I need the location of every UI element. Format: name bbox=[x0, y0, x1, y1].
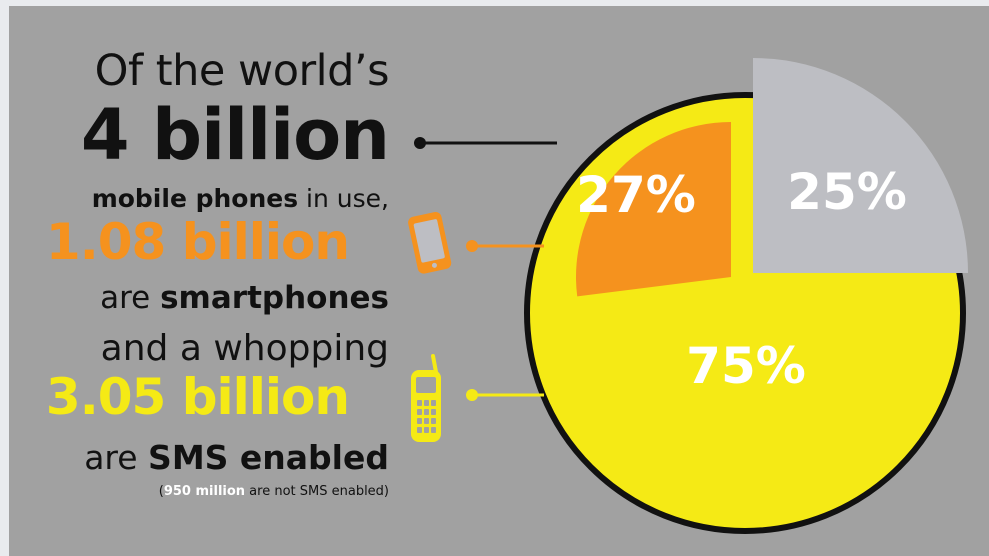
sms-callout-dot bbox=[466, 389, 478, 401]
headline-line-5: are smartphones bbox=[100, 280, 389, 316]
infographic: 27% 25% 75% Of the world’s 4 billion mobil… bbox=[9, 6, 989, 556]
mobile-phones-bold: mobile phones bbox=[91, 184, 299, 213]
smartphone-icon bbox=[408, 212, 452, 274]
keypad-key bbox=[431, 427, 436, 433]
total-callout-dot bbox=[414, 137, 426, 149]
headline-total: 4 billion bbox=[80, 94, 390, 176]
feature-phone-icon bbox=[411, 354, 441, 442]
keypad-key bbox=[424, 427, 429, 433]
slice-other bbox=[753, 58, 968, 273]
keypad-key bbox=[424, 400, 429, 406]
sms-count: 3.05 billion bbox=[45, 368, 350, 426]
keypad-key bbox=[417, 427, 422, 433]
in-use-text: in use, bbox=[298, 184, 389, 213]
keypad-key bbox=[431, 409, 436, 415]
footnote: (950 million are not SMS enabled) bbox=[159, 484, 389, 499]
headline-line-8: are SMS enabled bbox=[84, 438, 389, 477]
pie-chart: 27% 25% 75% bbox=[408, 58, 968, 534]
smartphones-bold: smartphones bbox=[160, 280, 389, 316]
sms-enabled-bold: SMS enabled bbox=[148, 438, 389, 477]
are-text: are bbox=[100, 280, 161, 316]
smartphone-callout-dot bbox=[466, 240, 478, 252]
are-text-2: are bbox=[84, 438, 149, 477]
keypad-key bbox=[424, 409, 429, 415]
keypad-key bbox=[417, 400, 422, 406]
headline-line-6: and a whopping bbox=[100, 328, 389, 369]
keypad-key bbox=[417, 409, 422, 415]
smartphone-count: 1.08 billion bbox=[45, 213, 350, 271]
slice-label-smartphone: 27% bbox=[576, 166, 696, 224]
slice-smartphone bbox=[576, 122, 731, 297]
slice-label-sms: 75% bbox=[686, 337, 806, 395]
headline-line-1: Of the world’s bbox=[94, 46, 390, 96]
slice-label-other: 25% bbox=[787, 163, 907, 221]
keypad-key bbox=[431, 400, 436, 406]
footnote-highlight: 950 million bbox=[163, 484, 246, 499]
footnote-rest: are not SMS enabled) bbox=[245, 484, 389, 499]
headline-line-3: mobile phones in use, bbox=[92, 184, 389, 213]
keypad-key bbox=[417, 418, 422, 424]
footnote-open: ( bbox=[158, 484, 164, 499]
keypad-key bbox=[424, 418, 429, 424]
keypad-key bbox=[431, 418, 436, 424]
